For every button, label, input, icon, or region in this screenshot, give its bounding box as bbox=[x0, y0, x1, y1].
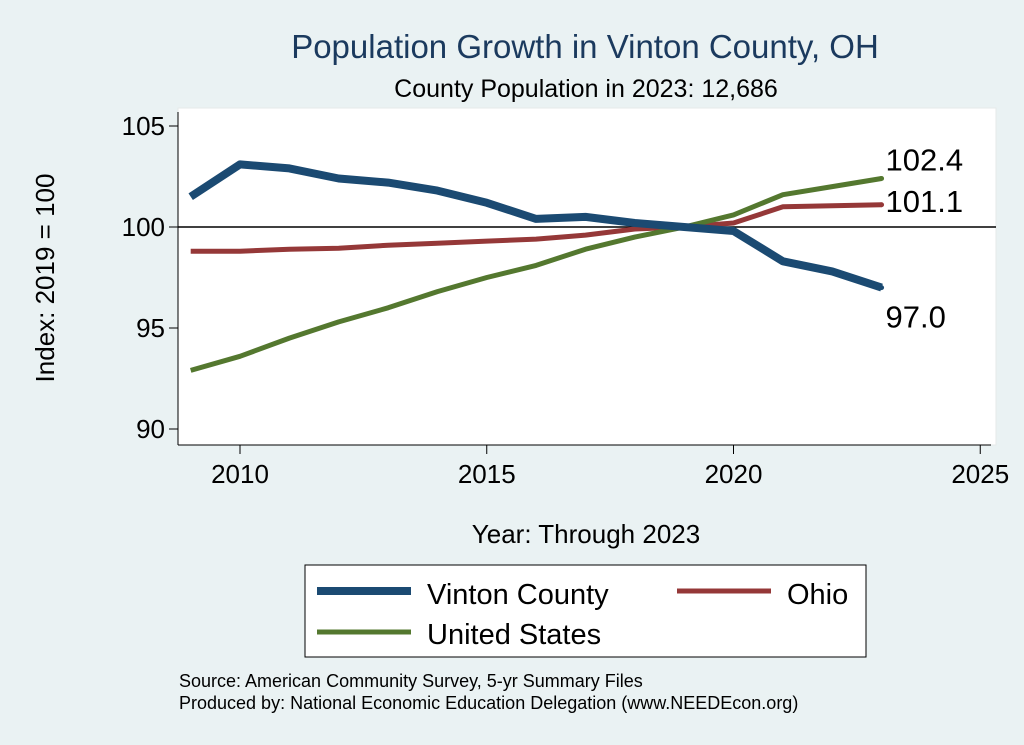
end-value-label: 102.4 bbox=[886, 143, 964, 178]
x-tick-label: 2015 bbox=[458, 459, 516, 489]
legend-label: United States bbox=[427, 619, 601, 651]
end-value-label: 97.0 bbox=[886, 300, 946, 335]
series-end-point bbox=[879, 285, 885, 291]
axes: 90 95 100 105 2010 2015 2020 2025 bbox=[122, 111, 1010, 489]
y-tick-label: 95 bbox=[136, 313, 165, 343]
end-labels: 97.0 101.1 102.4 bbox=[886, 143, 964, 335]
series-layer bbox=[188, 160, 885, 373]
legend-label: Ohio bbox=[787, 579, 848, 611]
y-axis-title: Index: 2019 = 100 bbox=[30, 174, 60, 383]
source-note: Source: American Community Survey, 5-yr … bbox=[179, 671, 643, 691]
series-end-point bbox=[879, 202, 885, 208]
x-tick-label: 2010 bbox=[211, 459, 269, 489]
y-tick-label: 100 bbox=[122, 212, 165, 242]
x-tick-label: 2025 bbox=[951, 459, 1009, 489]
legend-items: Vinton County Ohio United States bbox=[317, 579, 848, 651]
plot-area bbox=[177, 107, 997, 446]
chart-subtitle: County Population in 2023: 12,686 bbox=[394, 75, 778, 103]
end-value-label: 101.1 bbox=[886, 184, 964, 219]
series-line-vinton-county bbox=[188, 160, 883, 292]
y-tick-label: 90 bbox=[136, 414, 165, 444]
legend-label: Vinton County bbox=[427, 579, 609, 611]
produced-by-note: Produced by: National Economic Education… bbox=[179, 693, 798, 713]
chart-title: Population Growth in Vinton County, OH bbox=[291, 28, 879, 65]
series-line-ohio bbox=[190, 202, 882, 254]
y-tick-label: 105 bbox=[122, 111, 165, 141]
x-axis-title: Year: Through 2023 bbox=[472, 519, 700, 549]
x-tick-label: 2020 bbox=[705, 459, 763, 489]
series-end-point bbox=[879, 176, 885, 182]
series-line-united-states bbox=[190, 176, 883, 373]
legend bbox=[304, 564, 867, 658]
